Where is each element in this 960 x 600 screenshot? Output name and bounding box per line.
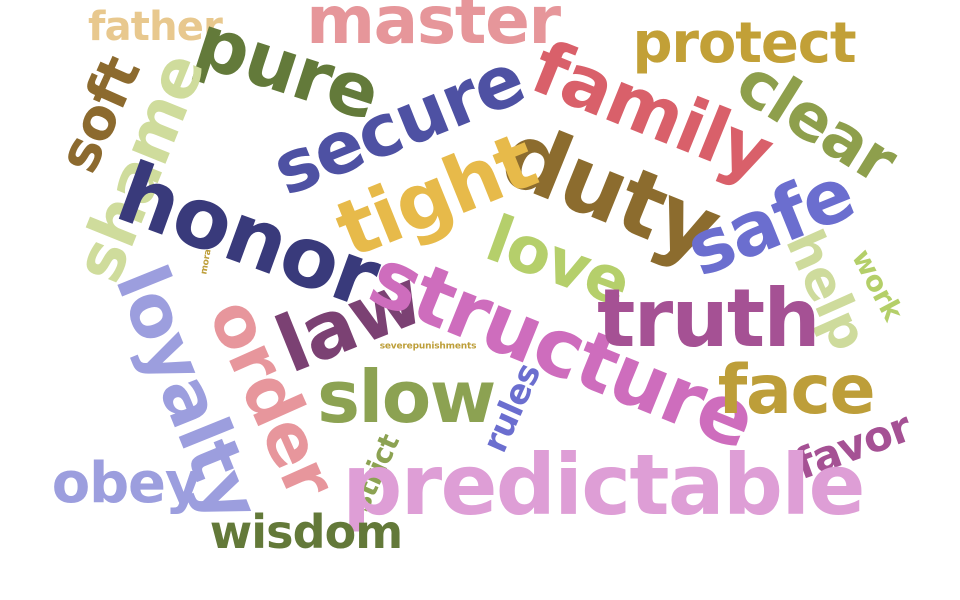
word-severepunishments: severepunishments: [379, 341, 477, 352]
word-face: face: [717, 351, 876, 430]
word-wisdom: wisdom: [209, 505, 404, 559]
word-slow: slow: [317, 355, 496, 439]
word-predictable: predictable: [342, 436, 865, 534]
word-obey: obey: [51, 451, 202, 516]
word-protect: protect: [632, 11, 856, 76]
word-master: master: [306, 0, 561, 59]
word-father: father: [87, 4, 223, 50]
word-truth: truth: [597, 272, 820, 365]
